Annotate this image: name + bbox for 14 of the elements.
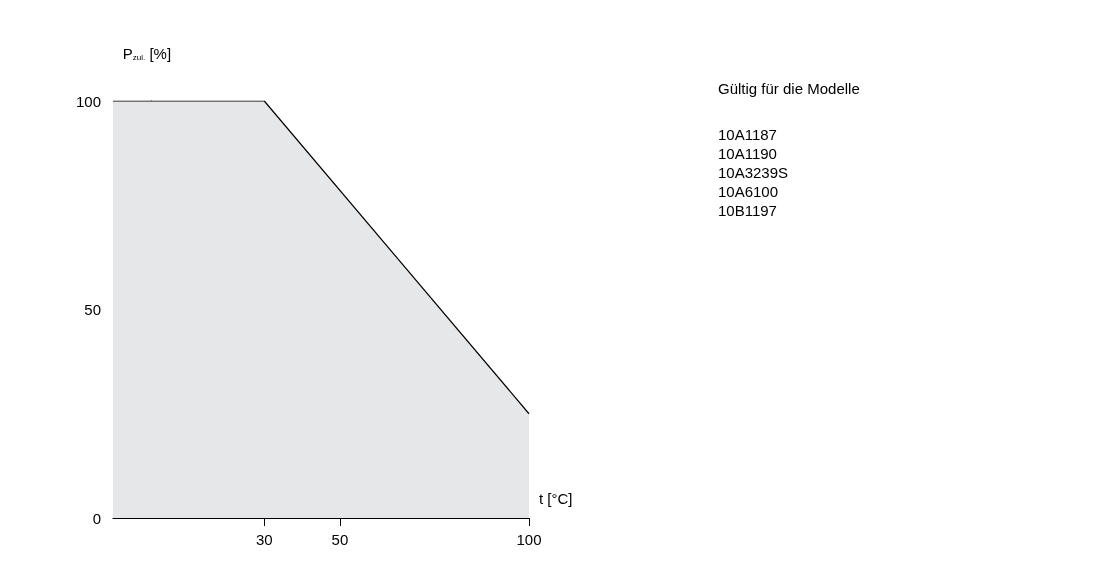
text: 10B1197 [718,202,777,219]
x-tick-label: 50 [331,531,349,548]
y-axis-title: Pzul. [%] [122,44,172,62]
text: 10A6100 [718,183,779,200]
text: 10A1190 [718,145,777,162]
x-axis-title: t [°C] [539,490,573,507]
x-tick-label: 30 [255,531,273,548]
text: 10A3239S [718,164,789,181]
y-tick-label: 100 [75,92,101,110]
x-tick-label: 100 [516,531,542,548]
y-tick-label: 0 [92,509,101,527]
text: 10A1187 [718,126,777,143]
y-tick-label: 50 [84,301,101,318]
text: Gültig für die Modelle [718,80,860,97]
